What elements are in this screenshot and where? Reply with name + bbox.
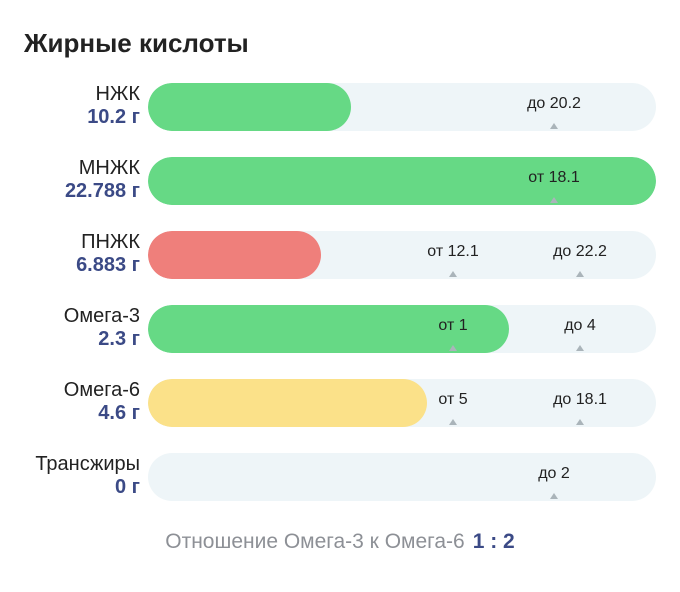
range-marker-label: до 4 (564, 317, 596, 334)
omega-ratio-label: Отношение Омега-3 к Омега-6 (165, 530, 465, 553)
progress-fill (148, 157, 656, 205)
omega-ratio: Отношение Омега-3 к Омега-6 1 : 2 (0, 530, 680, 554)
omega-ratio-value: 1 : 2 (472, 530, 515, 553)
nutrient-row: Трансжиры 0 г до 2 (0, 453, 680, 503)
range-marker-arrow-icon (449, 419, 457, 425)
nutrient-amount: 10.2 г (87, 106, 140, 128)
progress-track: до 20.2 (148, 83, 656, 131)
range-marker-arrow-icon (449, 345, 457, 351)
nutrient-label: Трансжиры (35, 453, 140, 475)
nutrient-row: Омега-6 4.6 г от 5 до 18.1 (0, 379, 680, 429)
range-marker-arrow-icon (550, 493, 558, 499)
progress-track: от 18.1 (148, 157, 656, 205)
range-marker-label: до 20.2 (527, 95, 581, 112)
range-marker-label: до 18.1 (553, 391, 607, 408)
progress-fill (148, 231, 321, 279)
range-marker-arrow-icon (550, 197, 558, 203)
progress-track: от 12.1 до 22.2 (148, 231, 656, 279)
range-marker-arrow-icon (449, 271, 457, 277)
range-marker-arrow-icon (576, 419, 584, 425)
nutrient-amount: 22.788 г (64, 180, 140, 202)
nutrient-label: Омега-6 (63, 379, 140, 401)
nutrient-row: ПНЖК 6.883 г от 12.1 до 22.2 (0, 231, 680, 281)
range-marker-label: от 12.1 (427, 243, 479, 260)
range-marker-arrow-icon (576, 345, 584, 351)
nutrient-row: НЖК 10.2 г до 20.2 (0, 83, 680, 133)
nutrient-label: МНЖК (78, 157, 140, 179)
nutrient-amount: 0 г (114, 476, 140, 498)
nutrient-amount: 4.6 г (98, 402, 140, 424)
range-marker-label: до 22.2 (553, 243, 607, 260)
nutrient-row: Омега-3 2.3 г от 1 до 4 (0, 305, 680, 355)
range-marker-arrow-icon (576, 271, 584, 277)
nutrient-label: НЖК (95, 83, 140, 105)
progress-track: от 5 до 18.1 (148, 379, 656, 427)
range-marker-arrow-icon (550, 123, 558, 129)
progress-fill (148, 305, 509, 353)
range-marker-label: до 2 (538, 465, 570, 482)
nutrient-amount: 2.3 г (98, 328, 140, 350)
page-title: Жирные кислоты (24, 28, 249, 58)
progress-fill (148, 379, 427, 427)
range-marker-label: от 1 (438, 317, 468, 334)
range-marker-label: от 18.1 (528, 169, 580, 186)
nutrient-label: Омега-3 (63, 305, 140, 327)
nutrient-label: ПНЖК (81, 231, 140, 253)
progress-track: от 1 до 4 (148, 305, 656, 353)
nutrient-amount: 6.883 г (76, 254, 140, 276)
range-marker-label: от 5 (438, 391, 468, 408)
nutrient-row: МНЖК 22.788 г от 18.1 (0, 157, 680, 207)
progress-fill (148, 83, 351, 131)
progress-track: до 2 (148, 453, 656, 501)
